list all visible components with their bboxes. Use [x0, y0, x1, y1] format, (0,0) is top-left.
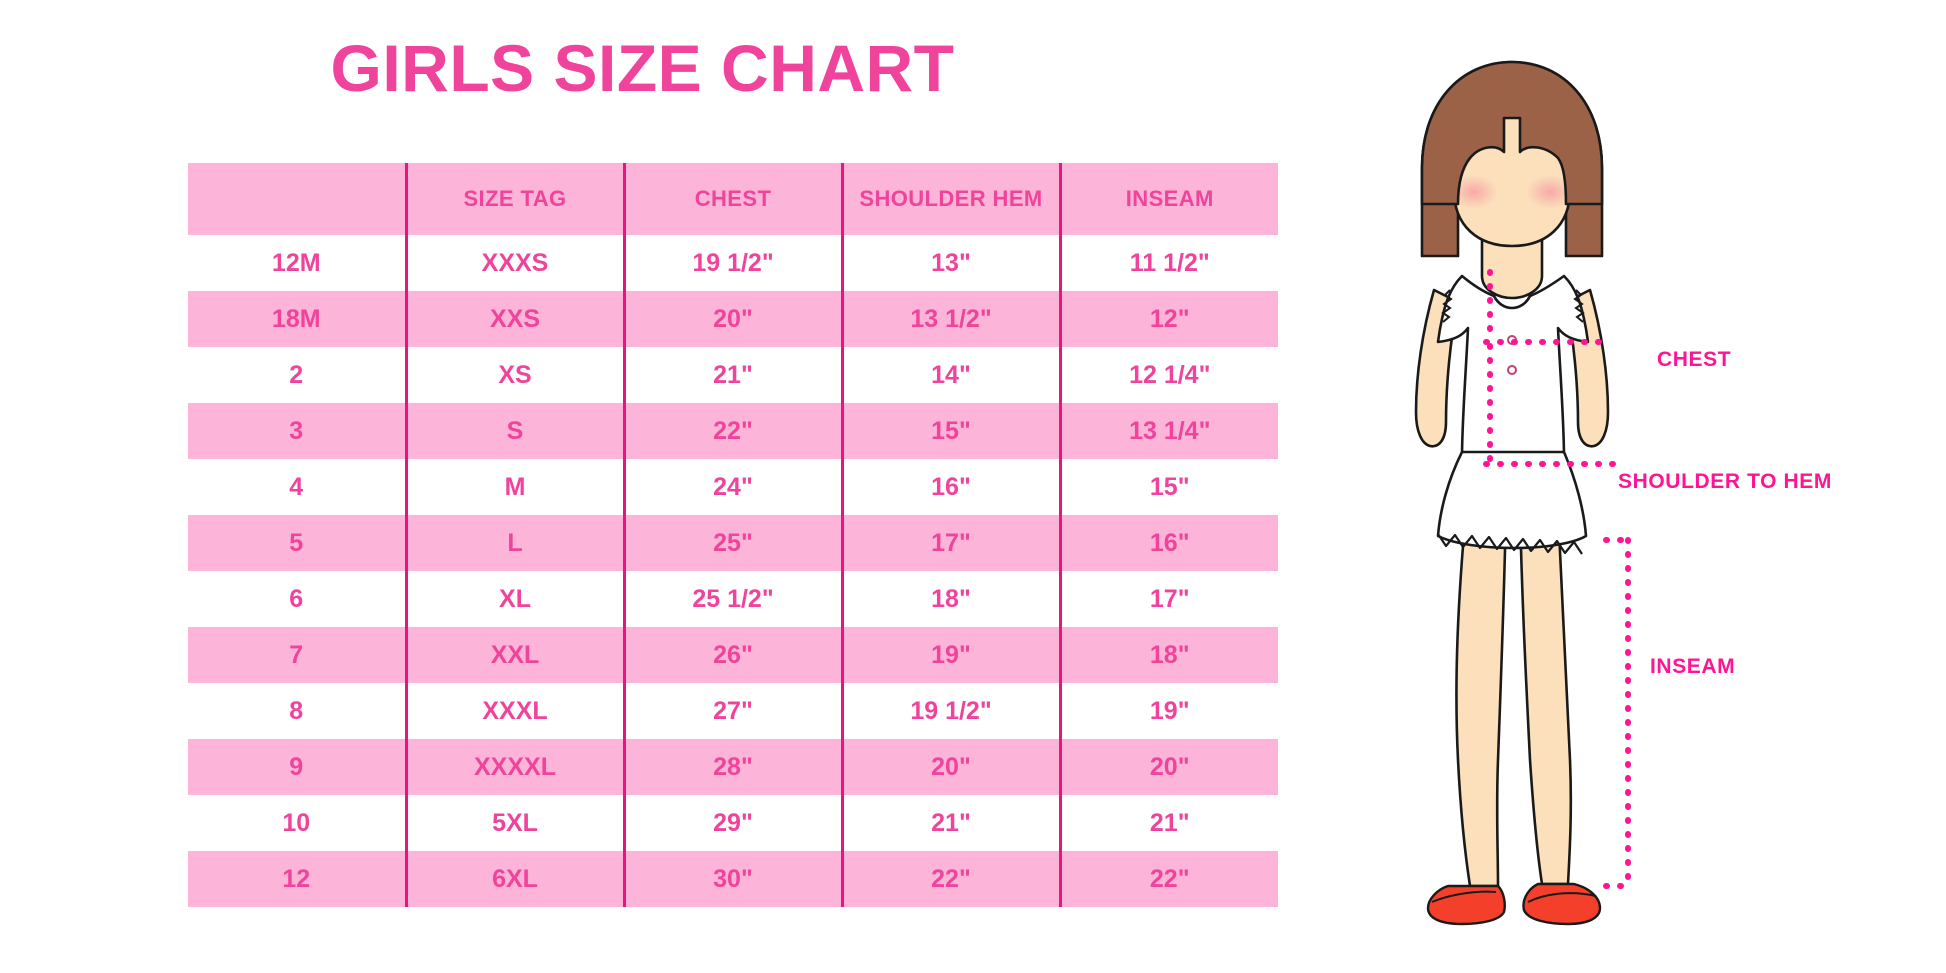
- cell-inseam: 15": [1058, 459, 1278, 515]
- column-header-blank: [188, 163, 406, 235]
- cell-size-tag: 5XL: [404, 795, 624, 851]
- cell-size-tag: L: [404, 515, 624, 571]
- cell-size: 12: [188, 851, 406, 907]
- cell-size-tag: M: [404, 459, 624, 515]
- table-row: 18M XXS 20" 13 1/2" 12": [188, 291, 1278, 347]
- cell-chest: 19 1/2": [622, 235, 842, 291]
- label-chest: CHEST: [1657, 348, 1732, 371]
- cell-size: 5: [188, 515, 406, 571]
- cell-chest: 30": [622, 851, 842, 907]
- cell-size-tag: 6XL: [404, 851, 624, 907]
- table-row: 12 6XL 30" 22" 22": [188, 851, 1278, 907]
- cell-chest: 29": [622, 795, 842, 851]
- top-garment: [1436, 274, 1590, 467]
- cell-size-tag: XXXL: [404, 683, 624, 739]
- table-row: 2 XS 21" 14" 12 1/4": [188, 347, 1278, 403]
- table-row: 7 XXL 26" 19" 18": [188, 627, 1278, 683]
- cell-inseam: 21": [1058, 795, 1278, 851]
- column-header-shoulder-hem: SHOULDER HEM: [840, 163, 1060, 235]
- legs-group: [1455, 508, 1573, 888]
- cell-shoulder-hem: 22": [840, 851, 1060, 907]
- table-body: 12M XXXS 19 1/2" 13" 11 1/2" 18M XXS 20" 13 1/2"…: [188, 235, 1278, 907]
- size-table: SIZE TAG CHEST SHOULDER HEM INSEAM 12M XXXS 1…: [188, 163, 1278, 907]
- cell-size: 9: [188, 739, 406, 795]
- cell-shoulder-hem: 20": [840, 739, 1060, 795]
- page-title: GIRLS SIZE CHART: [330, 31, 955, 105]
- cell-inseam: 22": [1058, 851, 1278, 907]
- column-header-chest: CHEST: [622, 163, 842, 235]
- cell-shoulder-hem: 21": [840, 795, 1060, 851]
- cell-chest: 28": [622, 739, 842, 795]
- cell-shoulder-hem: 13 1/2": [840, 291, 1060, 347]
- cell-size: 12M: [188, 235, 406, 291]
- girl-illustration: [1370, 40, 1670, 930]
- cell-inseam: 12 1/4": [1058, 347, 1278, 403]
- table-row: 3 S 22" 15" 13 1/4": [188, 403, 1278, 459]
- cell-chest: 27": [622, 683, 842, 739]
- cell-size-tag: XXS: [404, 291, 624, 347]
- size-table-container: SIZE TAG CHEST SHOULDER HEM INSEAM 12M XXXS 1…: [188, 163, 1278, 907]
- cell-chest: 25 1/2": [622, 571, 842, 627]
- cell-shoulder-hem: 16": [840, 459, 1060, 515]
- table-row: 8 XXXL 27" 19 1/2" 19": [188, 683, 1278, 739]
- cell-inseam: 19": [1058, 683, 1278, 739]
- cell-shoulder-hem: 19 1/2": [840, 683, 1060, 739]
- table-row: 5 L 25" 17" 16": [188, 515, 1278, 571]
- cell-size-tag: XXXS: [404, 235, 624, 291]
- skirt-garment: [1436, 450, 1588, 555]
- table-row: 9 XXXXL 28" 20" 20": [188, 739, 1278, 795]
- cell-chest: 21": [622, 347, 842, 403]
- cell-size: 10: [188, 795, 406, 851]
- cell-size: 18M: [188, 291, 406, 347]
- cell-inseam: 11 1/2": [1058, 235, 1278, 291]
- cell-chest: 25": [622, 515, 842, 571]
- cell-inseam: 13 1/4": [1058, 403, 1278, 459]
- cell-size: 8: [188, 683, 406, 739]
- cell-shoulder-hem: 15": [840, 403, 1060, 459]
- cell-shoulder-hem: 19": [840, 627, 1060, 683]
- cell-chest: 22": [622, 403, 842, 459]
- cell-chest: 26": [622, 627, 842, 683]
- cell-size-tag: S: [404, 403, 624, 459]
- label-shoulder-to-hem: SHOULDER TO HEM: [1618, 470, 1832, 493]
- label-inseam: INSEAM: [1650, 655, 1736, 678]
- cell-shoulder-hem: 13": [840, 235, 1060, 291]
- cell-inseam: 16": [1058, 515, 1278, 571]
- cell-chest: 20": [622, 291, 842, 347]
- cell-size: 2: [188, 347, 406, 403]
- table-header: SIZE TAG CHEST SHOULDER HEM INSEAM: [188, 163, 1278, 235]
- table-row: 4 M 24" 16" 15": [188, 459, 1278, 515]
- cell-size-tag: XXXXL: [404, 739, 624, 795]
- measurement-guides: [1483, 269, 1633, 889]
- cell-size-tag: XXL: [404, 627, 624, 683]
- cell-shoulder-hem: 18": [840, 571, 1060, 627]
- table-row: 12M XXXS 19 1/2" 13" 11 1/2": [188, 235, 1278, 291]
- cell-shoulder-hem: 14": [840, 347, 1060, 403]
- cell-inseam: 17": [1058, 571, 1278, 627]
- shoes-group: [1426, 882, 1602, 926]
- cell-size-tag: XL: [404, 571, 624, 627]
- cell-size: 6: [188, 571, 406, 627]
- cell-chest: 24": [622, 459, 842, 515]
- cell-size: 7: [188, 627, 406, 683]
- cell-inseam: 12": [1058, 291, 1278, 347]
- cell-size-tag: XS: [404, 347, 624, 403]
- cell-shoulder-hem: 17": [840, 515, 1060, 571]
- column-header-size-tag: SIZE TAG: [404, 163, 624, 235]
- cell-inseam: 18": [1058, 627, 1278, 683]
- column-header-inseam: INSEAM: [1058, 163, 1278, 235]
- cell-size: 4: [188, 459, 406, 515]
- cell-inseam: 20": [1058, 739, 1278, 795]
- table-row: 6 XL 25 1/2" 18" 17": [188, 571, 1278, 627]
- table-header-row: SIZE TAG CHEST SHOULDER HEM INSEAM: [188, 163, 1278, 235]
- cell-size: 3: [188, 403, 406, 459]
- head-group: [1420, 60, 1604, 258]
- table-row: 10 5XL 29" 21" 21": [188, 795, 1278, 851]
